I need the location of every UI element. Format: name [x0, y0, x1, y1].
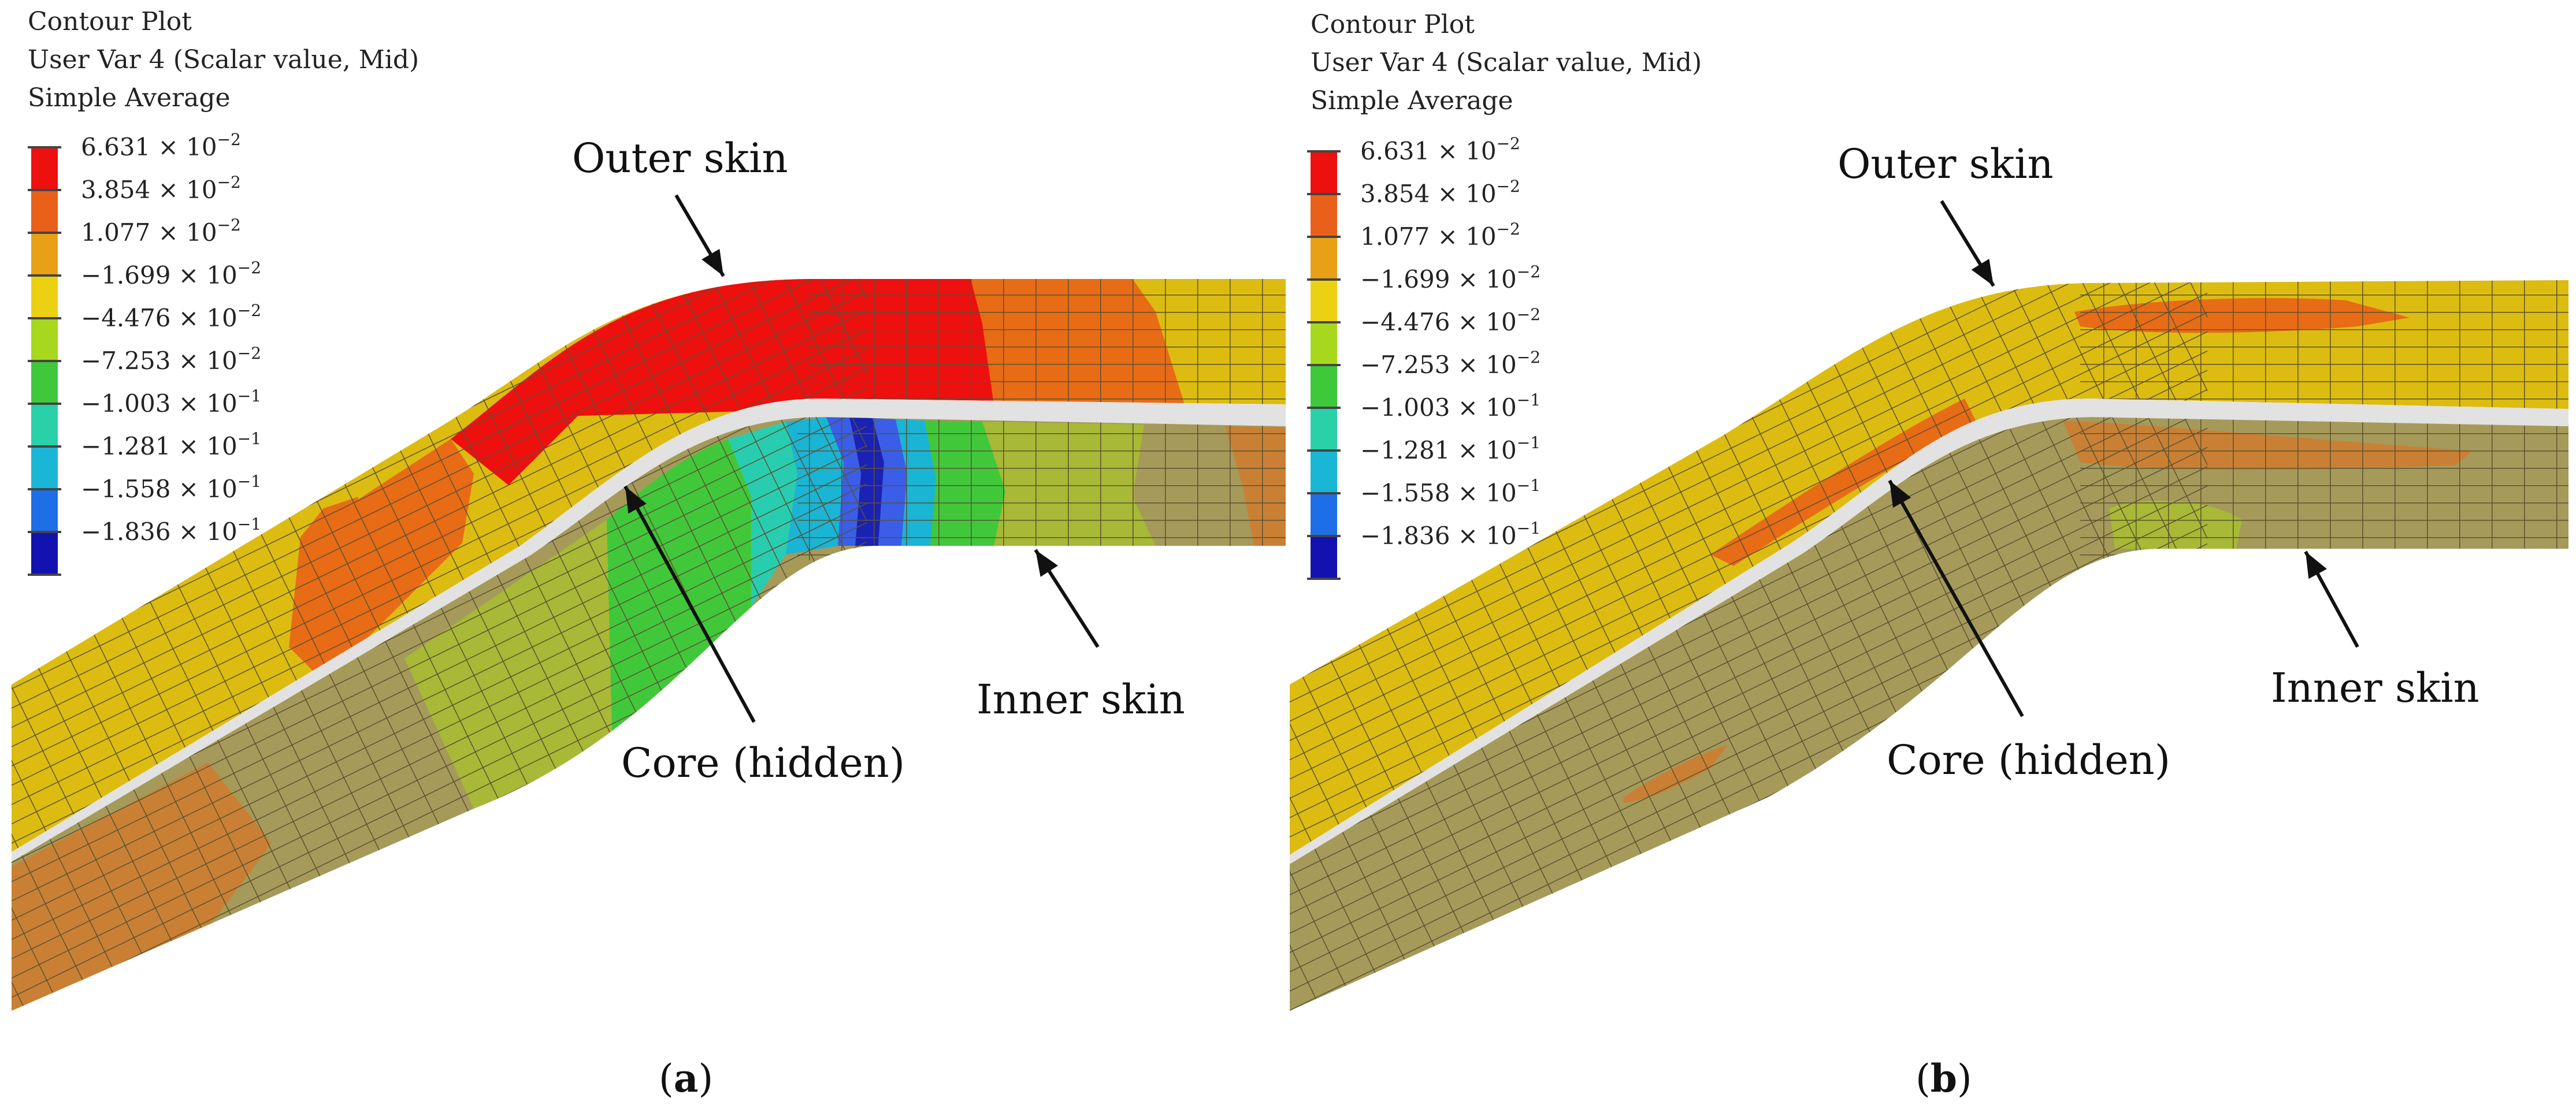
legend-title-line: Contour Plot — [28, 7, 192, 36]
legend-b: Contour Plot User Var 4 (Scalar value, Mi… — [1307, 10, 1702, 580]
panel-b — [1290, 280, 2568, 1011]
legend-level-label: −1.836 × 10−1 — [81, 515, 261, 546]
legend-level-label: −1.281 × 10−1 — [1360, 433, 1541, 464]
legend-level-label: 6.631 × 10−2 — [1360, 134, 1520, 165]
outer-skin-arrow — [674, 194, 725, 277]
legend-swatch — [31, 446, 58, 489]
legend-swatch — [31, 532, 58, 575]
legend-title-line: User Var 4 (Scalar value, Mid) — [1311, 48, 1702, 77]
legend-swatch — [1311, 322, 1337, 365]
legend-swatch — [1311, 536, 1337, 579]
inner-skin-label: Inner skin — [2271, 664, 2480, 712]
legend-a: Contour Plot User Var 4 (Scalar value, Mi… — [28, 7, 419, 576]
legend-swatch — [1311, 451, 1337, 493]
legend-level-label: −1.558 × 10−1 — [1360, 476, 1541, 507]
inner-skin-label: Inner skin — [977, 676, 1185, 723]
legend-level-label: −1.558 × 10−1 — [81, 472, 261, 503]
legend-title-line: User Var 4 (Scalar value, Mid) — [28, 45, 419, 75]
legend-title-line: Contour Plot — [1311, 10, 1475, 39]
legend-level-label: 1.077 × 10−2 — [1360, 219, 1520, 251]
legend-swatch — [1311, 493, 1337, 536]
legend-swatch — [31, 190, 58, 233]
legend-level-label: −1.836 × 10−1 — [1360, 519, 1541, 550]
legend-level-label: −1.699 × 10−2 — [1360, 262, 1541, 293]
legend-swatch — [1311, 194, 1337, 237]
outer-skin-label: Outer skin — [572, 135, 788, 182]
panel-caption-b: (b) — [1916, 1056, 1972, 1101]
legend-swatch — [31, 489, 58, 532]
core-arrow — [1888, 479, 2024, 717]
inner-skin-arrow — [1034, 549, 1100, 648]
legend-level-label: −1.281 × 10−1 — [81, 429, 261, 460]
legend-level-label: −1.003 × 10−1 — [1360, 390, 1541, 422]
legend-level-label: −7.253 × 10−2 — [81, 344, 261, 375]
core-label: Core (hidden) — [1887, 736, 2170, 784]
legend-swatch — [31, 147, 58, 190]
legend-level-label: −4.476 × 10−2 — [81, 301, 261, 332]
outer-skin-label: Outer skin — [1838, 140, 2054, 188]
inner-skin-arrow — [2304, 550, 2359, 648]
legend-level-label: −1.699 × 10−2 — [81, 258, 261, 289]
legend-level-label: 1.077 × 10−2 — [81, 215, 241, 247]
legend-swatch — [1311, 365, 1337, 408]
legend-swatch — [1311, 408, 1337, 451]
legend-level-label: −4.476 × 10−2 — [1360, 305, 1541, 336]
core-label: Core (hidden) — [621, 739, 905, 787]
legend-title-line: Simple Average — [28, 83, 231, 113]
panel-caption-a: (a) — [659, 1056, 713, 1101]
legend-swatch — [31, 404, 58, 446]
legend-swatch — [1311, 151, 1337, 194]
legend-level-label: 3.854 × 10−2 — [1360, 177, 1520, 208]
legend-swatch — [31, 318, 58, 361]
legend-swatch — [31, 233, 58, 276]
legend-level-label: 6.631 × 10−2 — [81, 130, 241, 161]
legend-level-label: −1.003 × 10−1 — [81, 386, 261, 418]
outer-skin-arrow — [1940, 200, 1995, 287]
legend-swatch — [31, 361, 58, 404]
legend-swatch — [31, 276, 58, 318]
legend-level-label: −7.253 × 10−2 — [1360, 348, 1541, 379]
legend-level-label: 3.854 × 10−2 — [81, 173, 241, 204]
core-arrow — [623, 485, 756, 723]
legend-swatch — [1311, 280, 1337, 322]
legend-title-line: Simple Average — [1311, 86, 1513, 116]
legend-swatch — [1311, 237, 1337, 280]
